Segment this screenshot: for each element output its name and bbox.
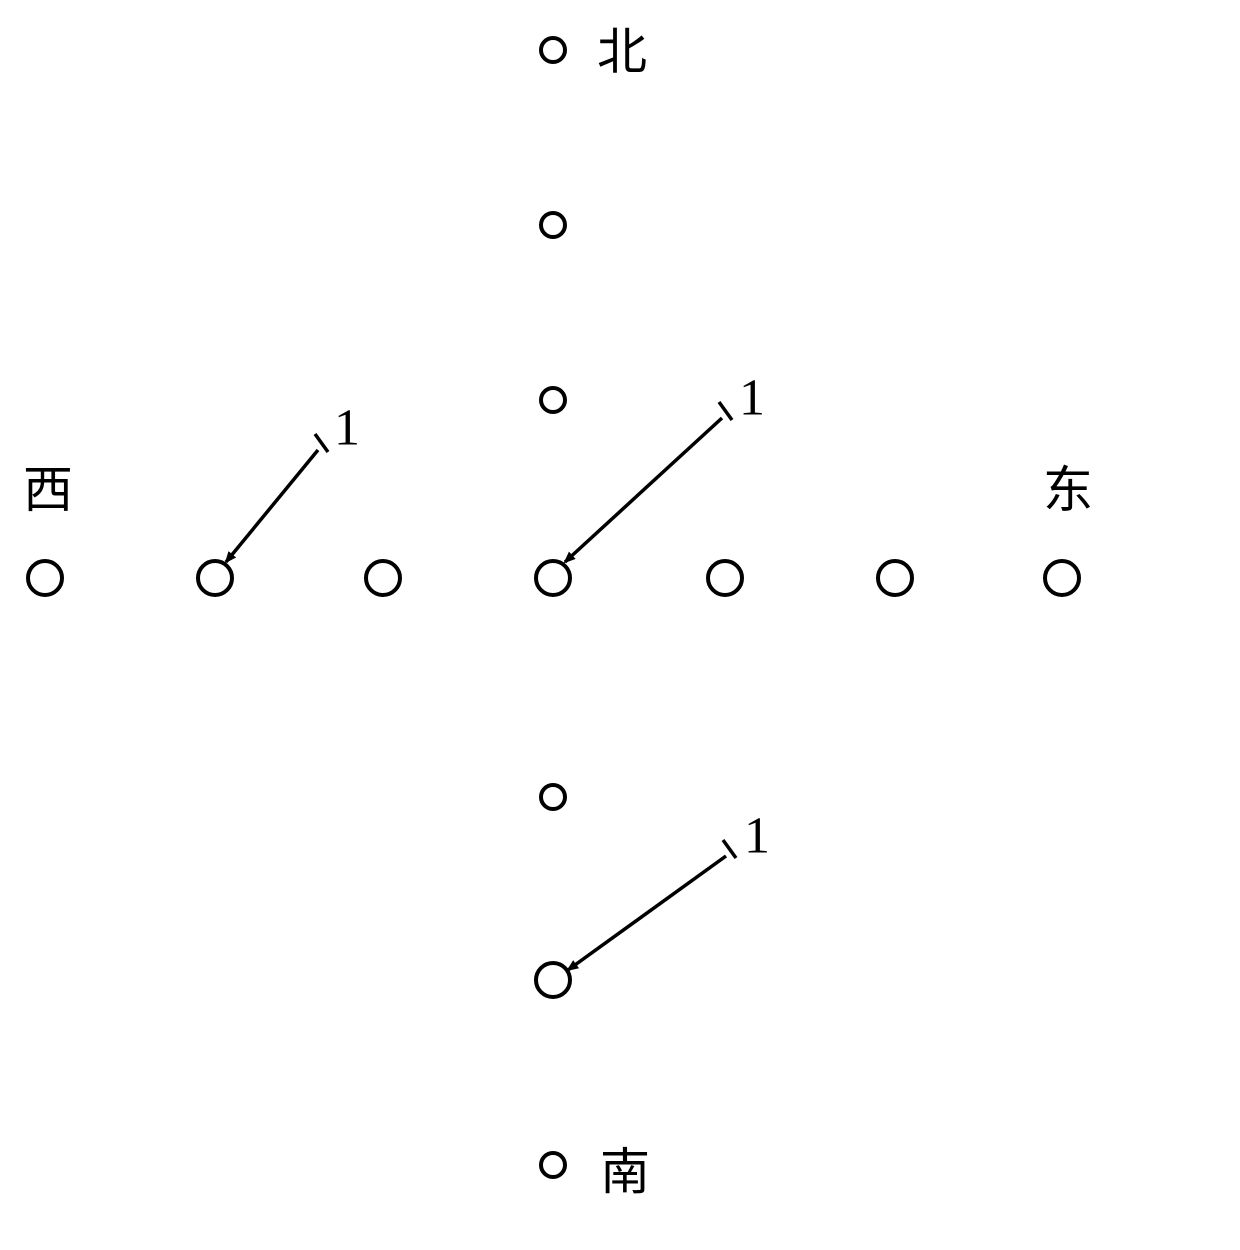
node-circle: [536, 963, 570, 997]
direction-label: 南: [600, 1132, 650, 1204]
node-circle: [878, 561, 912, 595]
node-circle: [541, 38, 565, 62]
annotation-label: 1: [739, 369, 765, 428]
node-circle: [198, 561, 232, 595]
node-circle: [366, 561, 400, 595]
annotation-label: 1: [744, 807, 770, 866]
direction-label: 北: [597, 12, 647, 84]
node-circle: [541, 785, 565, 809]
annotation-arrow: [565, 418, 722, 562]
annotation-arrow: [568, 856, 726, 970]
node-circle: [708, 561, 742, 595]
node-circle: [541, 1153, 565, 1177]
diagram-canvas: [0, 0, 1240, 1250]
node-circle: [1045, 561, 1079, 595]
annotation-label: 1: [334, 399, 360, 458]
direction-label: 西: [23, 450, 73, 522]
node-circle: [28, 561, 62, 595]
node-circle: [536, 561, 570, 595]
node-circle: [541, 388, 565, 412]
direction-label: 东: [1043, 450, 1093, 522]
node-circle: [541, 213, 565, 237]
annotation-arrow: [226, 450, 318, 562]
